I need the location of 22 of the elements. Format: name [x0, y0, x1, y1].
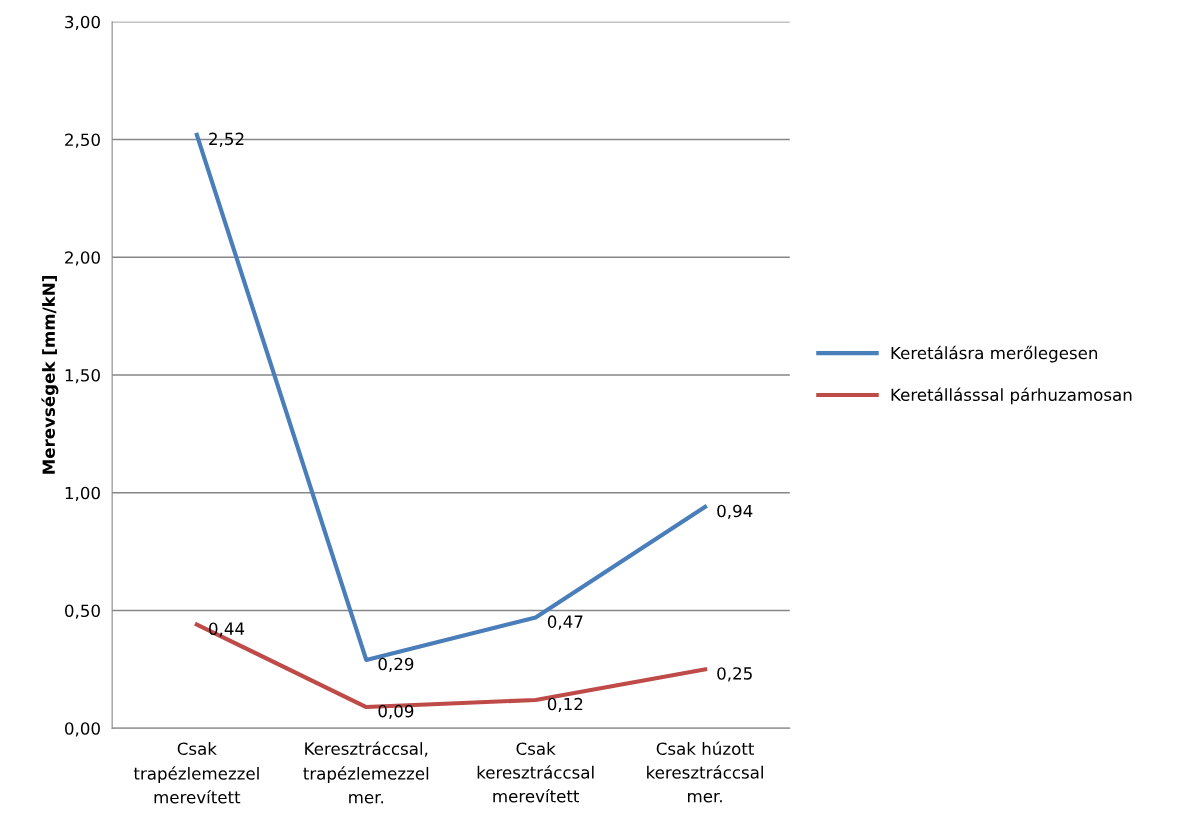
y-tick-label: 0,50	[65, 604, 100, 619]
y-tick-label: 2,00	[65, 251, 100, 266]
data-label: 0,09	[378, 704, 414, 720]
y-axis-title: Merevségek [mm/kN]	[41, 276, 59, 474]
legend-label: Keretálásra merőlegesen	[891, 345, 1098, 363]
data-label: 0,94	[717, 504, 753, 519]
y-tick-label: 2,50	[65, 133, 100, 148]
x-tick-label: Csak keresztráccsal merevített	[477, 742, 594, 803]
x-tick-label: Csak trapézlemezzel merevített	[133, 742, 259, 804]
y-tick-label: 3,00	[65, 15, 100, 31]
data-label: 0,25	[717, 667, 752, 682]
legend-label: Keretállásssal párhuzamosan	[891, 387, 1132, 405]
data-label: 0,12	[547, 697, 583, 713]
x-tick-label: Keresztráccsal, trapézlemezzel mer.	[303, 741, 429, 804]
y-tick-label: 1,00	[65, 486, 100, 502]
y-tick-label: 0,00	[65, 722, 100, 737]
data-label: 0,29	[378, 657, 414, 673]
data-label: 0,47	[547, 615, 583, 630]
data-label: 0,44	[209, 622, 245, 637]
y-tick-label: 1,50	[65, 368, 100, 384]
data-label: 2,52	[209, 132, 244, 147]
x-tick-label: Csak húzott keresztráccsal mer.	[647, 741, 763, 803]
